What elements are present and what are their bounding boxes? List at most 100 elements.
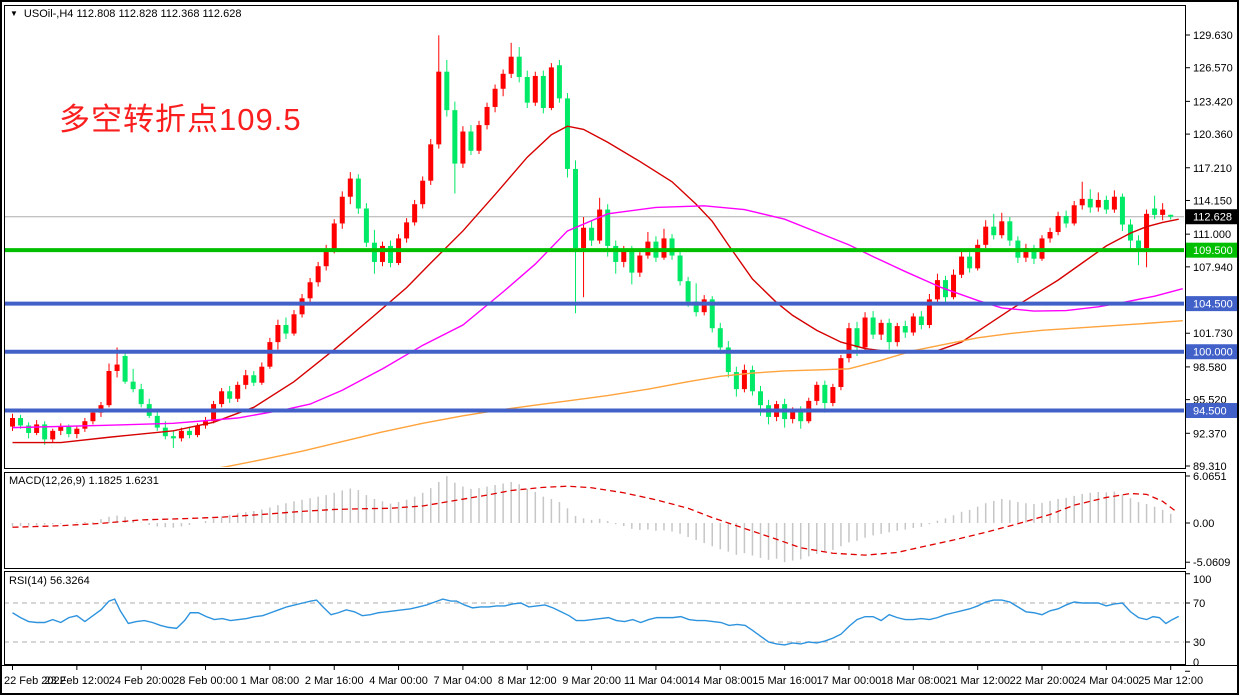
candle-body: [251, 375, 257, 383]
candle-body: [951, 274, 957, 298]
candle-body: [846, 328, 852, 359]
candle-body: [1111, 196, 1117, 210]
rsi-axis-label: 0: [1193, 657, 1199, 669]
candle-body: [741, 369, 747, 390]
ma-orange: [220, 320, 1183, 467]
candle-body: [10, 418, 15, 427]
candle-body: [1103, 199, 1109, 210]
symbol-ohlc-title: USOil-,H4 112.808 112.828 112.368 112.62…: [23, 8, 242, 20]
time-tick-label: 18 Mar 08:00: [881, 675, 946, 687]
candle-body: [878, 322, 884, 335]
candle-body: [1119, 196, 1125, 225]
time-tick-label: 8 Mar 12:00: [498, 675, 557, 687]
rsi-axis-label: 100: [1193, 574, 1211, 586]
candle-body: [822, 384, 828, 404]
time-tick-label: 21 Mar 12:00: [945, 675, 1010, 687]
candle-body: [339, 196, 345, 224]
candle-body: [194, 425, 200, 436]
candle-body: [476, 125, 482, 151]
candle-body: [516, 56, 522, 78]
candle-body: [1168, 214, 1174, 217]
candle-body: [540, 75, 546, 109]
chart-title-bar: ▼ USOil-,H4 112.808 112.828 112.368 112.…: [10, 8, 241, 20]
candle-body: [749, 369, 755, 392]
candle-body: [1160, 209, 1166, 215]
candle-body: [830, 387, 836, 404]
collapse-chart-icon[interactable]: ▼: [10, 9, 18, 18]
price-badge: [1186, 296, 1237, 312]
candle-body: [412, 204, 418, 223]
price-axis[interactable]: 129.630 126.570 123.420 120.360 117.210 114.1…: [1185, 30, 1239, 473]
candle-body: [18, 418, 24, 426]
candle-body: [798, 410, 804, 422]
candle-body: [82, 421, 88, 429]
candle-body: [130, 381, 136, 390]
candle-body: [420, 180, 426, 205]
candle-body: [1007, 221, 1013, 241]
ma-red: [12, 125, 1179, 444]
candle-body: [259, 366, 265, 383]
candle-body: [524, 77, 530, 103]
price-tick-label: 92.370: [1193, 428, 1227, 440]
candle-body: [186, 430, 192, 436]
candle-body: [605, 209, 611, 246]
candle-body: [371, 242, 377, 262]
candle-body: [677, 255, 683, 282]
candle-body: [452, 110, 458, 164]
candle-body: [532, 75, 538, 103]
candle-body: [1144, 213, 1150, 249]
candle-body: [138, 389, 144, 405]
candle-body: [886, 322, 892, 343]
rsi-indicator-label: RSI(14) 56.3264: [9, 575, 90, 587]
candle-body: [291, 314, 297, 334]
chart-annotation-text: 多空转折点109.5: [59, 102, 302, 137]
candle-body: [122, 356, 128, 382]
candle-body: [854, 328, 860, 348]
candle-body: [589, 227, 595, 241]
price-tick-label: 114.150: [1193, 195, 1232, 207]
candle-body: [733, 372, 739, 390]
macd-indicator-label: MACD(12,26,9) 1.1825 1.6231: [9, 475, 159, 487]
candle-body: [999, 221, 1005, 236]
candle-body: [227, 391, 233, 399]
candle-body: [991, 226, 997, 236]
candle-body: [74, 428, 80, 435]
candle-body: [211, 404, 217, 422]
candle-body: [1136, 240, 1142, 249]
candle-body: [548, 67, 554, 109]
candle-body: [363, 208, 369, 243]
candle-body: [243, 375, 249, 385]
candle-body: [564, 98, 570, 169]
candle-body: [581, 227, 587, 249]
candle-body: [814, 384, 820, 401]
candle-body: [42, 424, 48, 440]
candle-body: [1047, 232, 1053, 239]
candle-body: [1087, 198, 1093, 208]
candle-body: [436, 71, 442, 145]
candle-body: [388, 245, 394, 264]
time-tick-label: 7 Mar 04:00: [434, 675, 493, 687]
candle-body: [315, 266, 321, 283]
candle-body: [1031, 248, 1037, 259]
candle-body: [275, 325, 281, 343]
candle-body: [500, 73, 506, 89]
price-badge-label: 104.500: [1193, 299, 1233, 311]
candle-body: [725, 347, 731, 373]
time-tick-label: 22 Feb 2022: [4, 675, 66, 687]
price-tick-label: 101.730: [1193, 328, 1233, 340]
candle-body: [894, 326, 900, 343]
macd-axis-label: 6.0651: [1193, 471, 1227, 483]
price-tick-label: 117.210: [1193, 163, 1232, 175]
candle-body: [1071, 205, 1077, 224]
price-badge: [1186, 209, 1237, 225]
candle-body: [323, 249, 329, 267]
price-tick-label: 98.580: [1193, 362, 1227, 374]
time-tick-label: 1 Mar 08:00: [241, 675, 300, 687]
candle-body: [299, 298, 305, 315]
price-tick-label: 107.940: [1193, 262, 1233, 274]
candle-body: [90, 412, 96, 422]
time-tick-label: 11 Mar 04:00: [624, 675, 688, 687]
rsi-panel-border: [4, 571, 1186, 665]
